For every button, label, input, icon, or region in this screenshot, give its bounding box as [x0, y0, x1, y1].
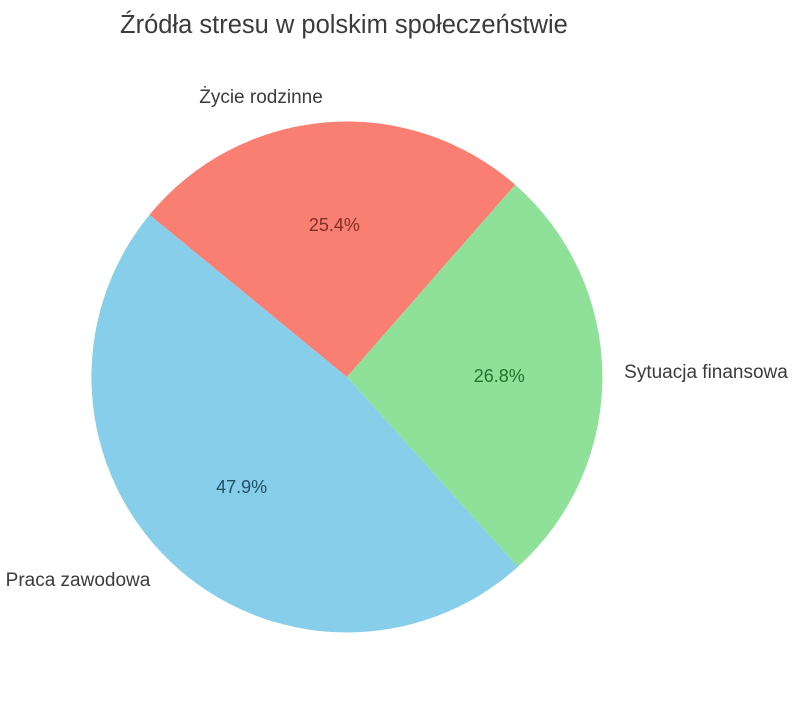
svg-text:25.4%: 25.4%	[309, 215, 360, 235]
svg-text:Praca zawodowa: Praca zawodowa	[6, 570, 151, 591]
svg-text:26.8%: 26.8%	[474, 366, 525, 386]
svg-text:Życie rodzinne: Życie rodzinne	[199, 87, 323, 108]
svg-text:47.9%: 47.9%	[216, 477, 267, 497]
svg-text:Sytuacja finansowa: Sytuacja finansowa	[624, 362, 788, 383]
